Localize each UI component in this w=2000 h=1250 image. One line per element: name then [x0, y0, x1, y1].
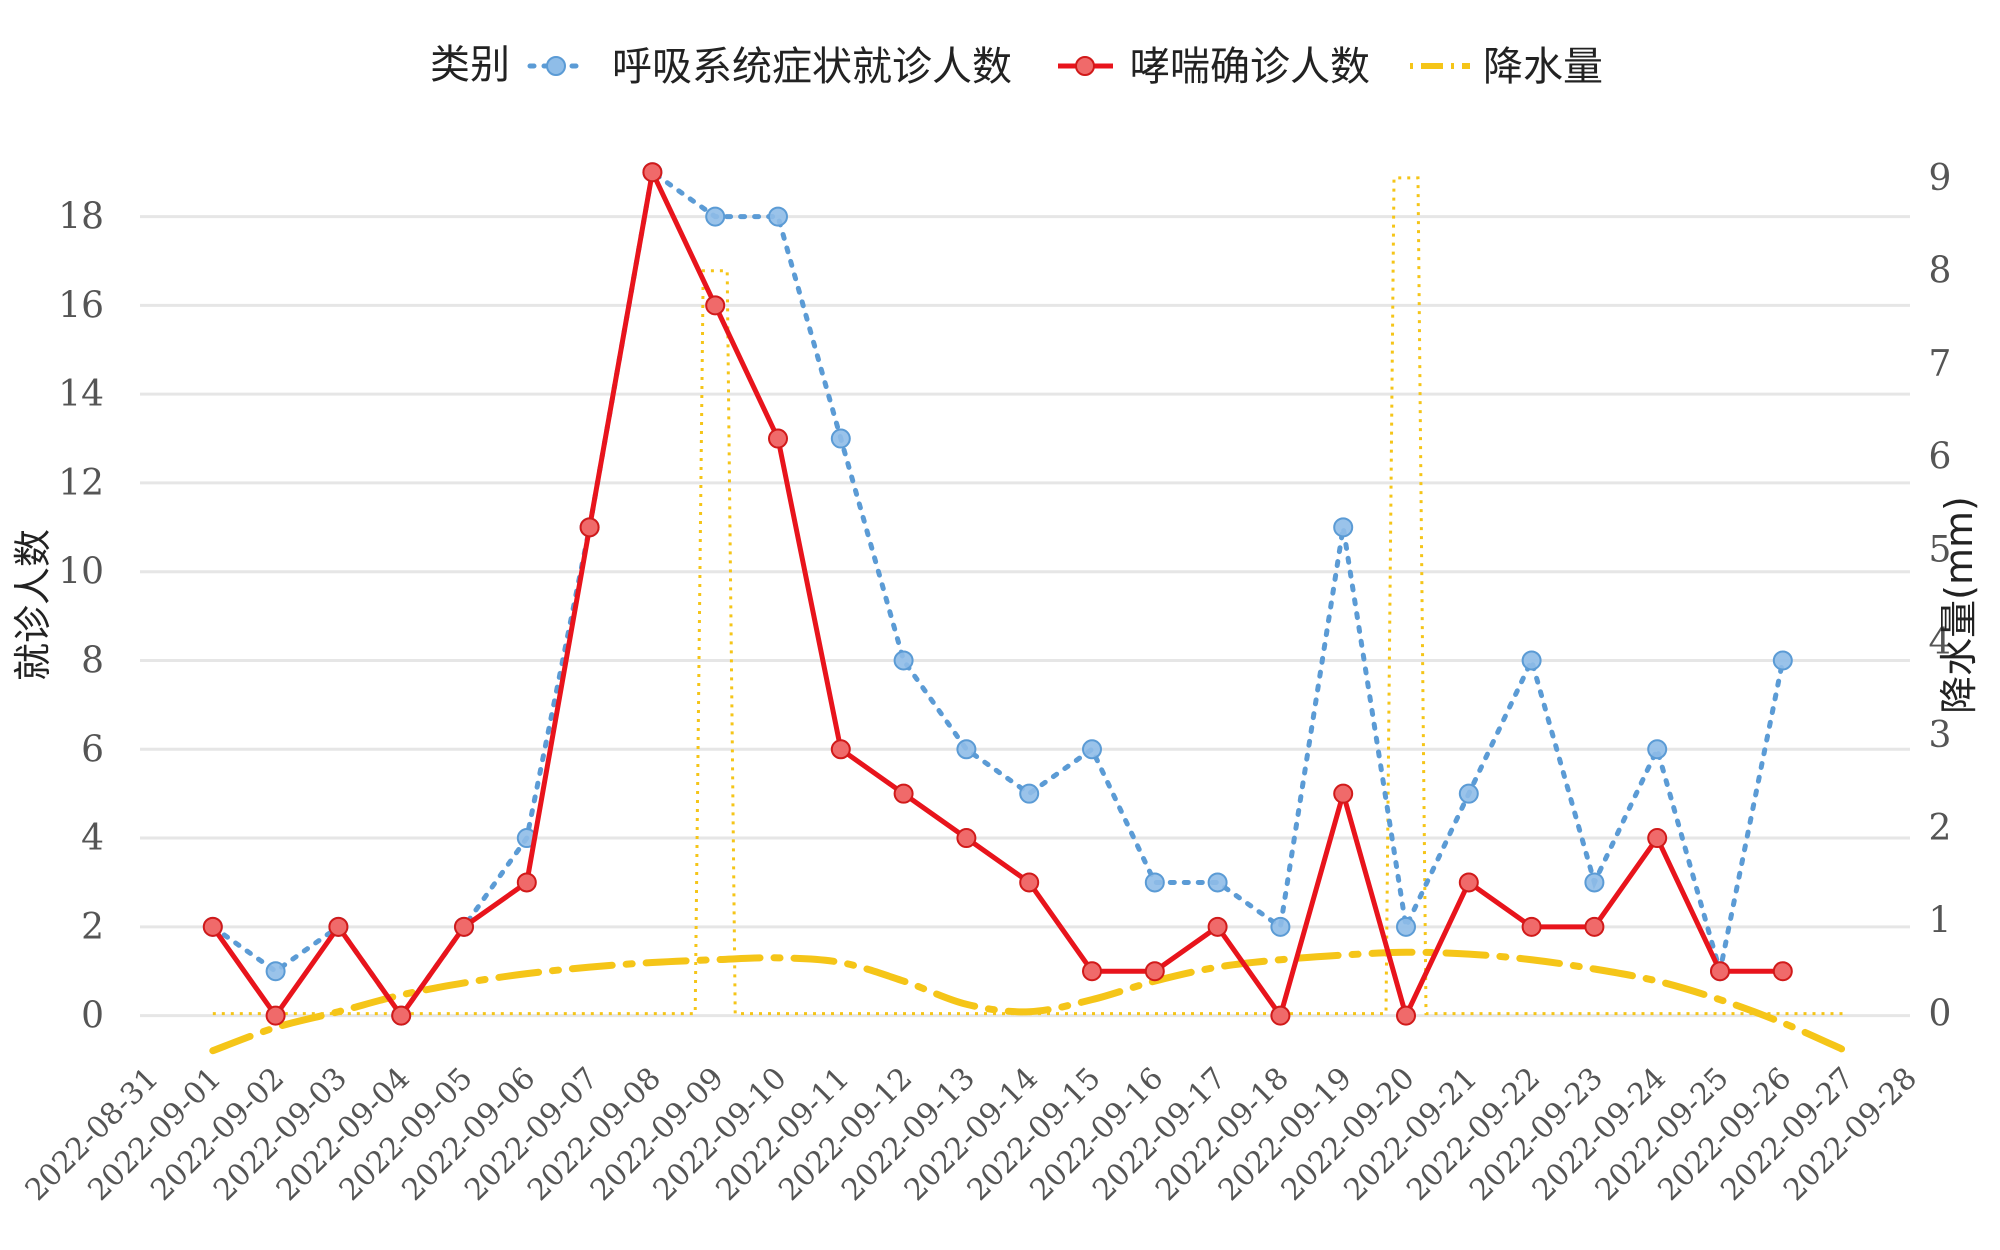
y-tick-label-right: 4: [1929, 622, 1952, 663]
asthma-point: [705, 295, 726, 316]
respiratory-point: [1396, 916, 1416, 937]
y-tick-label-left: 12: [58, 463, 104, 504]
respiratory-point: [1019, 783, 1040, 804]
y-tick-label-right: 2: [1929, 808, 1952, 849]
respiratory-point: [1772, 650, 1793, 671]
asthma-point: [328, 916, 349, 937]
y-tick-label-right: 9: [1929, 158, 1952, 199]
y-tick-label-right: 7: [1929, 344, 1952, 385]
respiratory-point: [1647, 739, 1668, 760]
asthma-point: [1521, 916, 1542, 937]
legend: 类别 呼吸系统症状就诊人数 哮喘确诊人数 降水量: [430, 42, 1603, 90]
y-tick-label-right: 5: [1929, 529, 1952, 570]
asthma-point: [893, 783, 914, 804]
series-3: [209, 948, 1850, 1055]
legend-label: 呼吸系统症状就诊人数: [612, 44, 1012, 90]
asthma-point: [1144, 961, 1165, 982]
asthma-point: [1270, 1005, 1291, 1026]
y-tick-label-left: 10: [58, 552, 104, 593]
respiratory-point: [1270, 916, 1291, 937]
y-tick-label-left: 2: [81, 907, 104, 948]
respiratory-point: [1521, 650, 1542, 671]
asthma-point: [1647, 828, 1668, 849]
y-tick-label-left: 14: [58, 374, 104, 415]
asthma-point: [1458, 872, 1479, 893]
asthma-point: [1333, 783, 1354, 804]
legend-title: 类别: [430, 42, 510, 88]
respiratory-point: [1082, 739, 1102, 760]
respiratory-line: [210, 167, 1786, 1020]
legend-marker: [546, 56, 566, 76]
y-tick-label-right: 3: [1929, 715, 1952, 756]
legend-label: 哮喘确诊人数: [1130, 44, 1370, 90]
asthma-point: [956, 828, 977, 849]
legend-item: 呼吸系统症状就诊人数: [527, 44, 1012, 90]
respiratory-point: [1584, 872, 1605, 893]
respiratory-point: [830, 428, 851, 449]
asthma-point: [1019, 872, 1040, 893]
asthma-point: [642, 162, 663, 183]
respiratory-point: [1144, 872, 1165, 893]
legend-item: 哮喘确诊人数: [1058, 44, 1370, 90]
y-tick-label-left: 0: [81, 996, 104, 1037]
y-axis-label-right: 降水量(mm): [1937, 496, 1981, 714]
respiratory-point: [1458, 783, 1479, 804]
asthma-point: [1772, 961, 1793, 982]
series-1: [202, 162, 1793, 1026]
respiratory-point: [768, 206, 788, 227]
y-tick-label-right: 6: [1929, 436, 1952, 477]
asthma-point: [768, 428, 788, 449]
y-tick-label-left: 18: [58, 197, 104, 238]
precipitation-trend-line: [209, 948, 1850, 1055]
asthma-point: [265, 1005, 286, 1026]
asthma-point: [1082, 961, 1102, 982]
asthma-point: [830, 739, 851, 760]
respiratory-point: [265, 961, 286, 982]
asthma-point: [1584, 916, 1605, 937]
series-0: [202, 162, 1793, 1026]
respiratory-point: [1207, 872, 1228, 893]
y-axis-label-left: 就诊人数: [11, 529, 55, 681]
respiratory-point: [956, 739, 977, 760]
respiratory-point: [893, 650, 914, 671]
y-tick-label-right: 8: [1929, 251, 1952, 292]
legend-marker: [1075, 56, 1095, 76]
asthma-point: [1710, 961, 1730, 982]
asthma-point: [391, 1005, 412, 1026]
legend-item: 降水量: [1410, 44, 1603, 90]
y-tick-label-right: 0: [1929, 994, 1952, 1035]
asthma-point: [1396, 1005, 1416, 1026]
asthma-point: [1207, 916, 1228, 937]
legend-label: 降水量: [1483, 44, 1603, 90]
asthma-point: [454, 916, 474, 937]
asthma-line: [210, 169, 1783, 1019]
asthma-point: [516, 872, 537, 893]
y-tick-label-right: 1: [1929, 901, 1952, 942]
respiratory-point: [1333, 517, 1354, 538]
y-tick-label-left: 16: [58, 285, 104, 326]
respiratory-point: [705, 206, 726, 227]
asthma-point: [579, 517, 600, 538]
y-tick-label-left: 8: [81, 640, 104, 681]
y-tick-label-left: 4: [81, 818, 104, 859]
y-tick-label-left: 6: [81, 729, 104, 770]
asthma-point: [202, 916, 223, 937]
